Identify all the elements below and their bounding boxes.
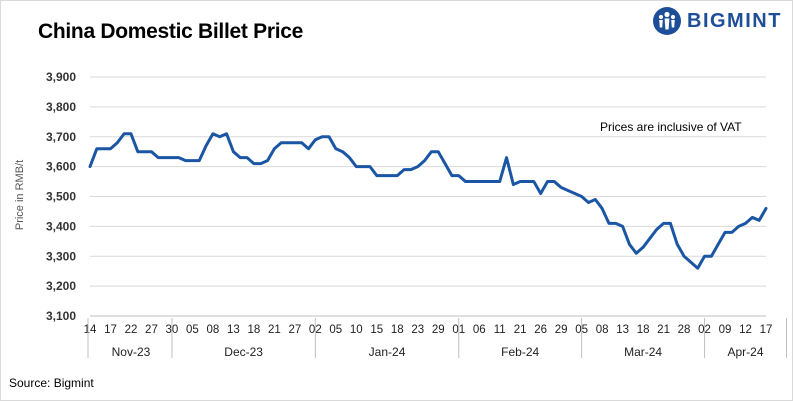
y-tick-label: 3,400 <box>46 219 76 233</box>
price-series-line <box>88 132 768 270</box>
logo-text: BIGMINT <box>687 9 782 32</box>
x-tick-label: 05 <box>186 324 199 336</box>
x-tick-label: 17 <box>104 324 117 336</box>
x-tick-label: 09 <box>719 324 732 336</box>
y-tick-label: 3,600 <box>46 160 76 174</box>
y-tick-label: 3,800 <box>46 100 76 114</box>
x-tick-label: 23 <box>411 324 424 336</box>
bigmint-logo: BIGMINT <box>652 6 782 36</box>
x-tick-label: 21 <box>657 324 670 336</box>
x-tick-label: 26 <box>534 324 547 336</box>
x-tick-label: 13 <box>616 324 629 336</box>
y-tick-label: 3,900 <box>46 70 76 84</box>
x-tick-label: 14 <box>84 324 97 336</box>
x-tick-label: 29 <box>432 324 445 336</box>
x-tick-label: 06 <box>473 324 486 336</box>
y-tick-label: 3,300 <box>46 249 76 263</box>
y-axis-title: Price in RMB/t <box>14 160 26 230</box>
source-note: Source: Bigmint <box>9 376 94 390</box>
x-tick-label: 18 <box>637 324 650 336</box>
x-tick-label: 18 <box>247 324 260 336</box>
month-label: Dec-23 <box>224 345 263 359</box>
y-tick-label: 3,700 <box>46 130 76 144</box>
x-tick-label: 22 <box>125 324 138 336</box>
y-tick-label: 3,500 <box>46 190 76 204</box>
axes: 3,100 3,200 3,300 3,400 3,500 3,600 3,700 3,800… <box>46 70 787 359</box>
series <box>88 132 768 270</box>
y-tick-label: 3,200 <box>46 279 76 293</box>
x-tick-label: 05 <box>329 324 342 336</box>
x-tick-label: 08 <box>596 324 609 336</box>
x-tick-label: 10 <box>350 324 363 336</box>
x-tick-label: 27 <box>288 324 301 336</box>
x-tick-label: 29 <box>555 324 568 336</box>
x-tick-label: 11 <box>494 324 506 336</box>
month-label: Feb-24 <box>501 345 539 359</box>
month-label: Mar-24 <box>624 345 662 359</box>
x-tick-label: 12 <box>739 324 752 336</box>
chart-title: China Domestic Billet Price <box>38 20 303 43</box>
vat-annotation: Prices are inclusive of VAT <box>600 120 742 134</box>
x-tick-label: 27 <box>145 324 158 336</box>
month-label: Nov-23 <box>112 345 151 359</box>
x-tick-label: 18 <box>391 324 404 336</box>
x-tick-label: 15 <box>370 324 383 336</box>
x-tick-label: 17 <box>760 324 773 336</box>
x-tick-label: 21 <box>514 324 527 336</box>
y-tick-label: 3,100 <box>46 309 76 323</box>
month-label: Apr-24 <box>727 345 763 359</box>
x-tick-label: 08 <box>207 324 220 336</box>
people-group-logo-icon <box>653 7 681 35</box>
month-label: Jan-24 <box>369 345 406 359</box>
x-tick-label: 13 <box>227 324 240 336</box>
x-tick-label: 21 <box>268 324 281 336</box>
x-tick-label: 28 <box>678 324 691 336</box>
grid-lines <box>90 76 766 287</box>
